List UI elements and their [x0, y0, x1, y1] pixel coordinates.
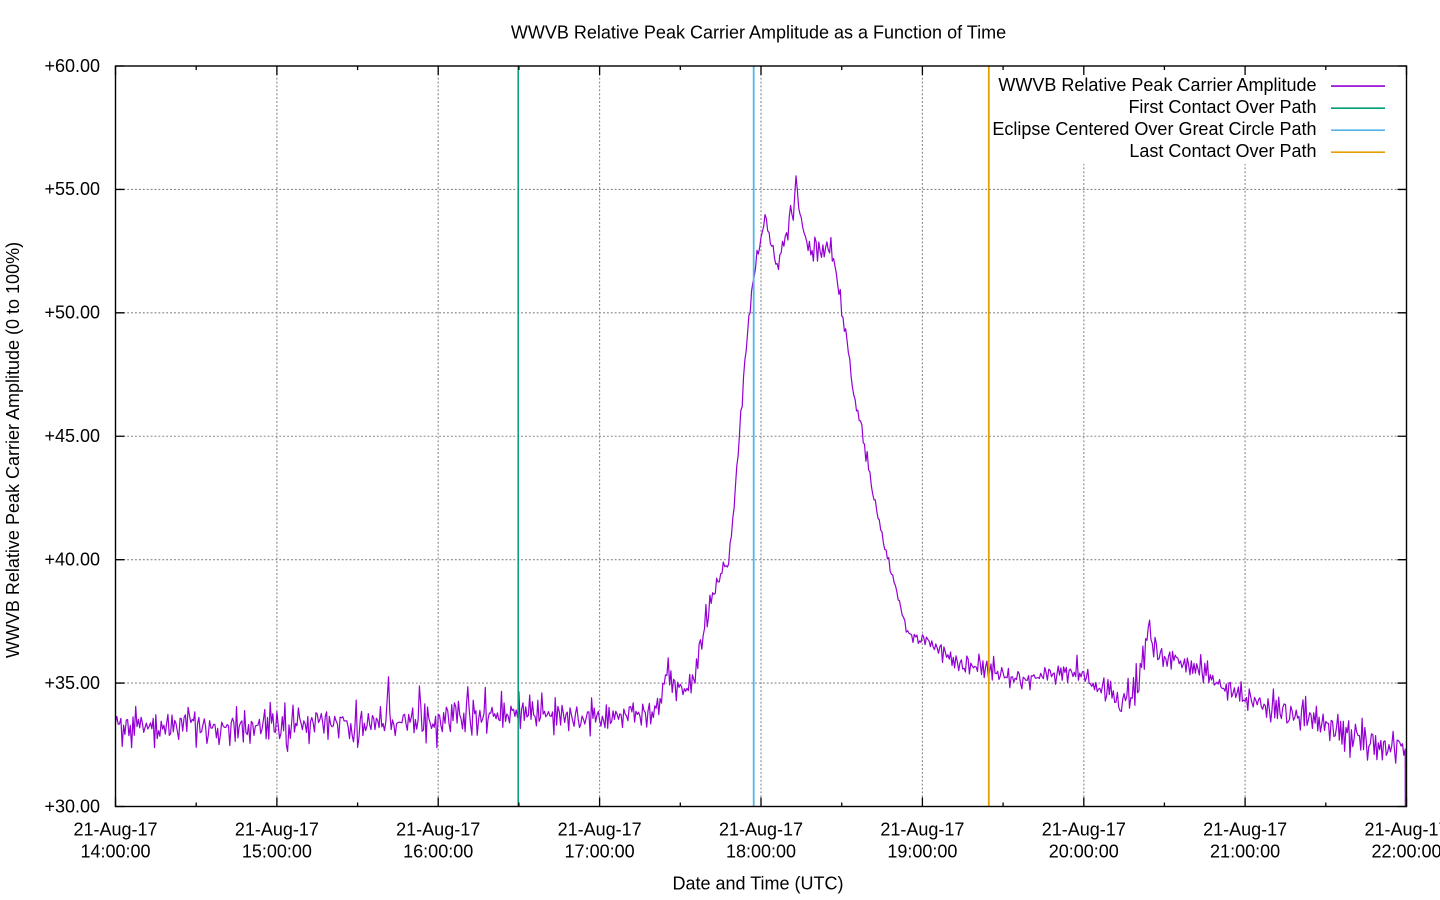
svg-text:18:00:00: 18:00:00 [726, 841, 796, 861]
svg-text:Date and Time (UTC): Date and Time (UTC) [672, 873, 843, 893]
svg-text:+30.00: +30.00 [44, 796, 100, 816]
svg-text:WWVB Relative Peak Carrier Amp: WWVB Relative Peak Carrier Amplitude (0 … [3, 242, 23, 658]
svg-text:21-Aug-17: 21-Aug-17 [73, 820, 157, 840]
svg-text:+40.00: +40.00 [44, 550, 100, 570]
svg-text:Last Contact Over Path: Last Contact Over Path [1129, 141, 1316, 161]
svg-text:21-Aug-17: 21-Aug-17 [880, 820, 964, 840]
svg-text:Eclipse Centered Over Great Ci: Eclipse Centered Over Great Circle Path [992, 119, 1316, 139]
svg-text:+55.00: +55.00 [44, 179, 100, 199]
svg-text:21-Aug-17: 21-Aug-17 [558, 820, 642, 840]
svg-text:First Contact Over Path: First Contact Over Path [1128, 97, 1316, 117]
svg-text:21-Aug-17: 21-Aug-17 [1203, 820, 1287, 840]
svg-text:+50.00: +50.00 [44, 303, 100, 323]
svg-text:21-Aug-17: 21-Aug-17 [1042, 820, 1126, 840]
svg-text:17:00:00: 17:00:00 [565, 841, 635, 861]
svg-text:+45.00: +45.00 [44, 426, 100, 446]
svg-text:+60.00: +60.00 [44, 56, 100, 76]
svg-text:14:00:00: 14:00:00 [80, 841, 150, 861]
svg-text:21-Aug-17: 21-Aug-17 [396, 820, 480, 840]
svg-text:WWVB Relative Peak Carrier Amp: WWVB Relative Peak Carrier Amplitude [998, 75, 1316, 95]
svg-text:+35.00: +35.00 [44, 673, 100, 693]
svg-text:21-Aug-17: 21-Aug-17 [719, 820, 803, 840]
svg-text:WWVB Relative Peak Carrier Amp: WWVB Relative Peak Carrier Amplitude as … [511, 22, 1006, 42]
svg-text:19:00:00: 19:00:00 [887, 841, 957, 861]
svg-text:21-Aug-17: 21-Aug-17 [1364, 820, 1440, 840]
svg-text:15:00:00: 15:00:00 [242, 841, 312, 861]
svg-text:21-Aug-17: 21-Aug-17 [235, 820, 319, 840]
svg-text:20:00:00: 20:00:00 [1049, 841, 1119, 861]
svg-text:22:00:00: 22:00:00 [1371, 841, 1440, 861]
svg-text:16:00:00: 16:00:00 [403, 841, 473, 861]
svg-text:21:00:00: 21:00:00 [1210, 841, 1280, 861]
